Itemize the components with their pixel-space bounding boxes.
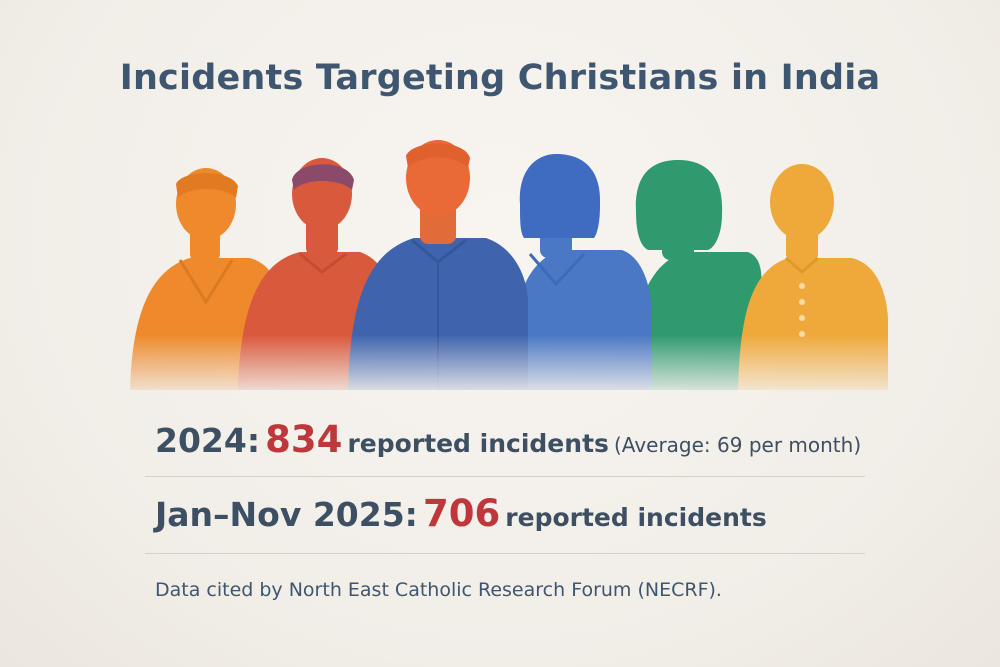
stat-label: Jan–Nov 2025:	[155, 495, 418, 534]
person-silhouette-green-icon	[630, 160, 762, 390]
stat-2025: Jan–Nov 2025: 706 reported incidents	[155, 492, 767, 535]
stat-number: 834	[265, 418, 343, 461]
person-silhouette-yellow-icon	[738, 164, 888, 390]
divider	[145, 553, 865, 554]
stat-description: reported incidents	[505, 503, 767, 532]
source-note: Data cited by North East Catholic Resear…	[155, 579, 722, 601]
stat-number: 706	[422, 492, 501, 535]
divider	[145, 476, 865, 477]
page-title: Incidents Targeting Christians in India	[119, 58, 881, 98]
person-silhouette-blue-icon	[510, 154, 652, 390]
stat-label: 2024:	[155, 421, 261, 460]
stat-note: (Average: 69 per month)	[614, 433, 862, 457]
person-silhouette-dark-blue-icon	[348, 140, 528, 390]
stat-2024: 2024: 834 reported incidents (Average: 6…	[155, 418, 861, 461]
people-illustration	[0, 140, 1000, 400]
stat-description: reported incidents	[347, 429, 609, 458]
